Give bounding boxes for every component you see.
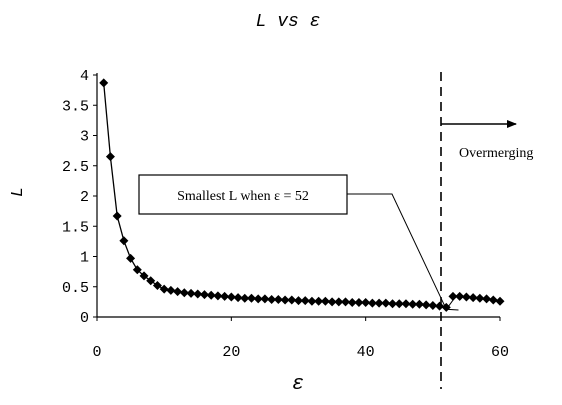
overmerging-label: Overmerging [459,146,533,161]
data-point [488,295,498,305]
y-tick-label: 3 [80,129,89,146]
data-point [179,288,189,298]
data-point [347,297,357,307]
data-point [260,294,270,304]
x-tick-label: 40 [357,344,375,361]
data-point [166,285,176,295]
y-tick-label: 1 [80,250,89,267]
data-point [394,299,404,309]
data-point [381,298,391,308]
data-point [280,295,290,305]
data-point [320,296,330,306]
data-point [253,294,263,304]
data-point [482,294,492,304]
data-point [455,291,465,301]
y-tick-label: 2.5 [62,159,89,176]
x-axis-label: ε [292,373,304,396]
data-point [287,295,297,305]
data-point [495,296,505,306]
annotation-text: Smallest L when ε = 52 [177,189,309,204]
data-point [294,296,303,306]
data-point [139,271,149,281]
data-point [401,299,411,309]
data-point [408,299,418,309]
data-point [448,291,458,301]
y-tick-label: 0 [80,310,89,327]
x-tick-label: 0 [92,344,101,361]
data-point [146,276,156,286]
y-tick-label: 2 [80,189,89,206]
data-point [233,293,243,303]
data-point [267,294,277,304]
data-point [421,300,431,310]
data-point [220,291,230,301]
data-point [354,297,364,307]
data-point [414,299,424,309]
data-point [273,294,283,304]
axes: 00.511.522.533.540 20 40 60 [62,68,509,361]
y-tick-label: 0.5 [62,280,89,297]
data-point [173,287,183,297]
annotation-leader [347,193,446,309]
data-point [206,290,216,300]
data-point [307,296,317,306]
data-point [193,289,203,299]
data-point [226,292,236,302]
y-tick-label: 1.5 [62,219,89,236]
data-point [112,211,122,221]
data-point [246,293,256,303]
y-tick-label: 3.5 [62,98,89,115]
data-point [132,265,142,275]
data-point [300,296,310,306]
data-point [126,253,136,263]
x-tick-label: 60 [491,344,509,361]
data-point [468,293,478,303]
data-point [105,152,115,162]
data-point [341,297,351,307]
data-point [367,298,377,308]
y-tick-label: 4 [80,68,89,85]
data-point [388,299,398,309]
annotation-box [138,174,348,215]
data-point [199,290,209,300]
data-point [240,293,250,303]
data-point [428,301,438,311]
data-point [334,297,344,307]
data-point [435,301,445,311]
chart-title: L vs ε [256,12,321,32]
data-point [159,284,169,294]
data-point [186,288,196,298]
data-point [441,302,451,312]
data-point [361,297,371,307]
data-point [327,297,337,307]
data-point [475,293,485,303]
data-point [461,292,471,302]
data-point [374,298,384,308]
data-marks [99,78,505,312]
data-point [314,296,324,306]
data-point [213,291,223,301]
x-tick-label: 20 [222,344,240,361]
data-point [99,78,109,88]
data-point [119,236,129,246]
data-point [152,281,162,291]
y-axis-label: L [9,187,28,197]
